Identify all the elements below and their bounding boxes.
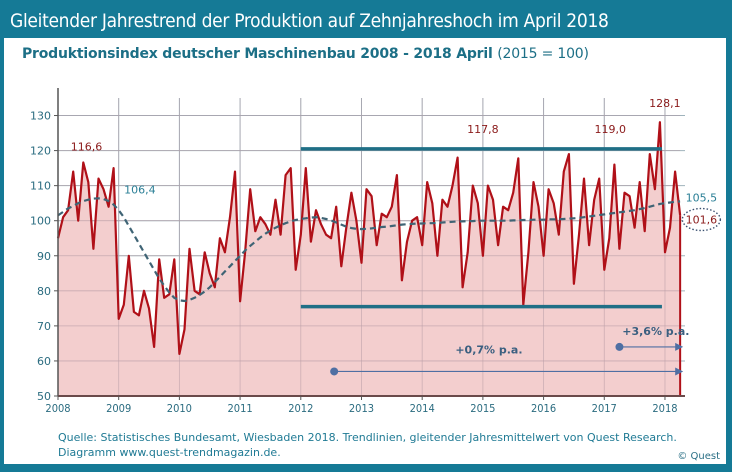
y-tick-label: 100 — [30, 215, 51, 228]
value-annotation: 106,4 — [124, 183, 156, 196]
x-tick-label: 2015 — [470, 402, 495, 415]
value-annotation: 101,6 — [686, 214, 718, 227]
chart-title-note: (2015 = 100) — [497, 46, 589, 62]
chart-title: Produktionsindex deutscher Maschinenbau … — [22, 46, 589, 62]
value-annotation: 117,8 — [467, 123, 499, 136]
x-tick-label: 2014 — [410, 402, 435, 415]
chart-plot: +0,7% p.a. +3,6% p.a. 50 60 70 80 90 100 110 120… — [30, 88, 722, 415]
series-fill-area — [58, 122, 681, 396]
source-line-1: Quelle: Statistisches Bundesamt, Wiesbad… — [58, 431, 677, 444]
source-line-2: Diagramm www.quest-trendmagazin.de. — [58, 446, 281, 459]
y-tick-label: 60 — [37, 355, 51, 368]
value-annotation: 105,5 — [686, 191, 718, 204]
annotations: 116,6 106,4 117,8 119,0 128,1 105,5 101,6 — [71, 97, 722, 232]
series-area — [56, 98, 682, 397]
y-tick-label: 110 — [30, 180, 51, 193]
tick-labels: 50 60 70 80 90 100 110 120 130 2008 2009 2010 2011 20… — [30, 110, 678, 415]
y-tick-label: 120 — [30, 145, 51, 158]
y-tick-label: 80 — [37, 285, 51, 298]
chart-panel: Produktionsindex deutscher Maschinenbau … — [4, 38, 726, 464]
copyright: © Quest — [677, 451, 720, 462]
x-tick-label: 2012 — [288, 402, 313, 415]
arrow-head-icon — [675, 342, 684, 351]
x-tick-label: 2011 — [227, 402, 252, 415]
y-tick-label: 50 — [37, 390, 51, 403]
value-annotation: 116,6 — [71, 141, 103, 154]
x-tick-label: 2017 — [592, 402, 617, 415]
x-tick-label: 2010 — [167, 402, 192, 415]
x-tick-label: 2016 — [531, 402, 556, 415]
y-tick-label: 130 — [30, 110, 51, 123]
arrow-head-icon — [675, 367, 684, 376]
source-note: Quelle: Statistisches Bundesamt, Wiesbad… — [58, 430, 677, 460]
growth-arrows: +0,7% p.a. +3,6% p.a. — [330, 325, 689, 376]
trend-bands — [300, 147, 662, 309]
value-annotation: 119,0 — [595, 123, 627, 136]
trend-line-group — [57, 197, 681, 303]
growth-label: +0,7% p.a. — [455, 343, 522, 356]
chart-header-title: Gleitender Jahrestrend der Produktion au… — [10, 10, 609, 32]
y-tick-label: 90 — [37, 250, 51, 263]
x-tick-label: 2009 — [106, 402, 131, 415]
value-highlight-circle — [681, 207, 722, 232]
axes — [57, 88, 685, 397]
x-tick-label: 2018 — [652, 402, 677, 415]
series-line-production — [56, 121, 682, 355]
x-tick-label: 2008 — [45, 402, 70, 415]
growth-label: +3,6% p.a. — [622, 325, 689, 338]
trend-line-moving-average — [57, 197, 681, 303]
x-tick-label: 2013 — [349, 402, 374, 415]
value-annotation: 128,1 — [649, 97, 681, 110]
chart-title-main: Produktionsindex deutscher Maschinenbau … — [22, 46, 493, 62]
y-tick-label: 70 — [37, 320, 51, 333]
